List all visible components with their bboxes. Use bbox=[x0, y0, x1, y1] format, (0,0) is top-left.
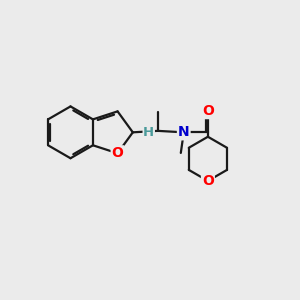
Text: O: O bbox=[112, 146, 124, 160]
Text: O: O bbox=[202, 104, 214, 118]
Text: O: O bbox=[202, 174, 214, 188]
Text: N: N bbox=[178, 125, 190, 139]
Text: H: H bbox=[143, 126, 154, 139]
